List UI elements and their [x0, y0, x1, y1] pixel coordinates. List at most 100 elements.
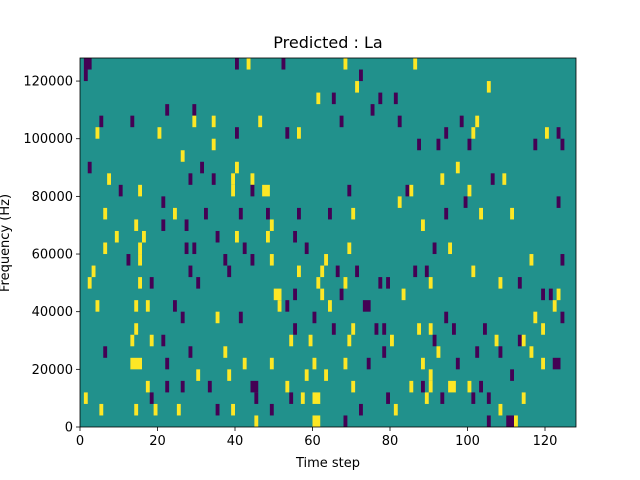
heatmap-cell [494, 334, 499, 347]
heatmap-cell [471, 127, 476, 139]
heatmap-cell [339, 115, 344, 128]
heatmap-cell [467, 380, 472, 393]
heatmap-cell [421, 219, 425, 231]
heatmap-cell [521, 392, 526, 404]
heatmap-cell [277, 300, 282, 312]
heatmap-cell [157, 127, 162, 139]
heatmap-cell [285, 300, 290, 312]
heatmap-cell [428, 369, 433, 381]
heatmap-cell [238, 311, 243, 324]
heatmap-cell [312, 392, 321, 404]
heatmap-cell [258, 115, 263, 128]
heatmap-cell [432, 242, 437, 255]
heatmap-cell [145, 300, 150, 312]
plot-area [80, 58, 576, 427]
heatmap-cell [421, 357, 425, 370]
heatmap-cell [382, 323, 387, 335]
heatmap-cell [541, 288, 545, 301]
heatmap-cell [114, 230, 119, 243]
heatmap-cell [545, 127, 549, 139]
heatmap-cell [285, 127, 290, 139]
x-tick-label: 100 [455, 434, 480, 449]
heatmap-cell [235, 161, 239, 174]
heatmap-cell [215, 311, 220, 324]
heatmap-cell [428, 323, 433, 335]
heatmap-cell [560, 254, 565, 266]
heatmap-cell [382, 346, 387, 358]
heatmap-cell [316, 92, 321, 105]
heatmap-cell [242, 357, 247, 370]
heatmap-cell [188, 346, 193, 358]
y-tick-label: 100000 [23, 132, 73, 147]
heatmap-cell [184, 219, 189, 231]
heatmap-cell [281, 58, 286, 70]
heatmap-cell [269, 254, 274, 266]
heatmap-cell [99, 115, 104, 128]
heatmap-cell [424, 392, 429, 404]
heatmap-cell [432, 334, 437, 347]
heatmap-cell [471, 265, 476, 278]
heatmap-cell [95, 127, 100, 139]
heatmap-cell [401, 288, 406, 301]
heatmap-cell [254, 415, 259, 427]
heatmap-cell [556, 127, 561, 139]
heatmap-cell [107, 173, 111, 185]
heatmap-cell [126, 254, 131, 266]
heatmap-cell [343, 58, 348, 70]
heatmap-cell [560, 311, 565, 324]
heatmap-cell [556, 288, 561, 301]
heatmap-cell [521, 334, 526, 347]
heatmap-cell [320, 265, 325, 278]
heatmap-cell [173, 300, 177, 312]
heatmap-cell [498, 277, 503, 289]
heatmap-cell [161, 196, 166, 208]
heatmap-cell [269, 403, 274, 416]
heatmap-cell [262, 184, 270, 197]
heatmap-cell [138, 184, 142, 197]
heatmap-cell [498, 403, 503, 416]
heatmap-cell [328, 300, 332, 312]
heatmap-cell [99, 403, 104, 416]
heatmap-cell [533, 311, 538, 324]
heatmap-cell [83, 69, 88, 82]
heatmap-cell [471, 392, 476, 404]
x-axis-label: Time step [295, 456, 360, 471]
heatmap-cell [192, 115, 197, 128]
heatmap-cell [289, 334, 294, 347]
heatmap-cell [529, 346, 534, 358]
heatmap-cell [250, 380, 259, 393]
heatmap-cell [440, 173, 445, 185]
heatmap-cell [223, 346, 228, 358]
heatmap-cell [386, 277, 390, 289]
heatmap-cell [87, 277, 92, 289]
heatmap-cell [448, 242, 452, 255]
y-axis-label: Frequency (Hz) [0, 194, 13, 292]
heatmap-cell [235, 230, 239, 243]
x-tick-label: 60 [304, 434, 321, 449]
heatmap-cell [138, 242, 142, 255]
heatmap-cell [304, 242, 309, 255]
heatmap-cell [153, 403, 158, 416]
heatmap-cell [440, 392, 445, 404]
heatmap-cell [351, 380, 356, 393]
heatmap-cell [300, 392, 305, 404]
heatmap-cell [207, 380, 212, 393]
heatmap-cell [266, 207, 270, 220]
heatmap-cell [297, 207, 301, 220]
heatmap-cell [173, 207, 177, 220]
heatmap-cell [324, 369, 328, 381]
heatmap-cell [196, 277, 201, 289]
heatmap-cell [378, 277, 383, 289]
heatmap-cell [103, 346, 108, 358]
heatmap-cell [293, 230, 297, 243]
heatmap-cell [421, 380, 425, 393]
heatmap-cell [297, 127, 301, 139]
heatmap-cell [393, 403, 398, 416]
heatmap-cell [308, 334, 313, 347]
heatmap-cell [231, 173, 235, 185]
heatmap-cell [467, 138, 472, 151]
heatmap-cell [448, 380, 456, 393]
heatmap-cell [211, 115, 216, 128]
heatmap-cell [428, 380, 433, 393]
heatmap-cell [417, 138, 421, 151]
